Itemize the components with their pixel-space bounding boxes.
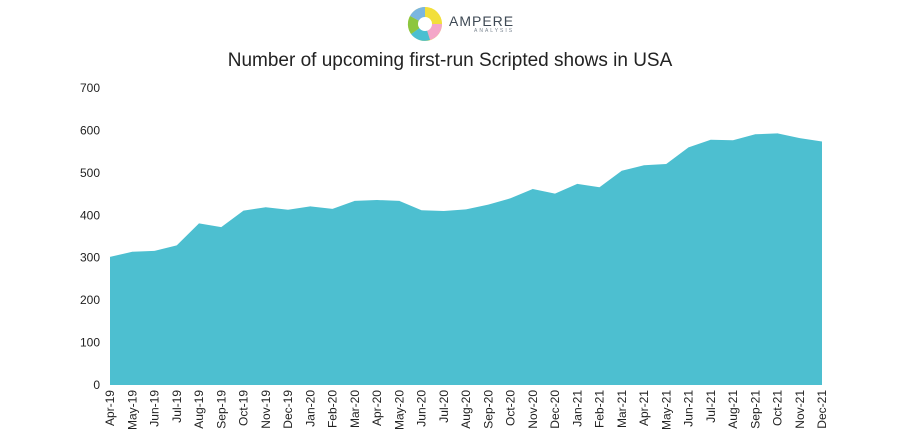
x-tick-label: May-21 [659,390,673,430]
x-tick-label: Aug-19 [192,390,206,429]
y-tick-label: 100 [80,336,100,350]
x-tick-label: Aug-20 [459,390,473,429]
x-tick-label: Oct-21 [771,390,785,426]
x-tick-label: Jan-20 [303,390,317,427]
x-tick-label: Dec-20 [548,390,562,429]
x-tick-label: Apr-21 [637,390,651,426]
x-tick-label: Oct-20 [504,390,518,426]
x-tick-label: Dec-19 [281,390,295,429]
x-tick-label: Sep-19 [214,390,228,429]
y-tick-label: 700 [80,81,100,95]
ampere-logo-icon [407,6,442,41]
x-tick-label: Sep-21 [748,390,762,429]
x-tick-label: Oct-19 [237,390,251,426]
x-tick-label: Dec-21 [815,390,829,429]
x-axis: Apr-19 May-19 Jun-19 Jul-19 Aug-19 Sep-19 Oct-… [103,390,829,430]
x-tick-label: Nov-20 [526,390,540,429]
x-tick-label: Feb-21 [593,390,607,428]
y-axis: 0 100 200 300 400 500 600 700 [80,81,100,392]
x-tick-label: Jun-21 [682,390,696,427]
y-tick-label: 300 [80,251,100,265]
plot-area [109,133,823,385]
x-tick-label: May-20 [392,390,406,430]
x-tick-label: Apr-19 [103,390,117,426]
y-tick-label: 400 [80,208,100,222]
x-tick-label: Aug-21 [726,390,740,429]
x-tick-label: Jul-21 [704,390,718,423]
y-tick-label: 600 [80,123,100,137]
logo-name: AMPERE [449,13,515,29]
x-tick-label: Jun-20 [415,390,429,427]
logo-subtitle: ANALYSIS [474,28,515,34]
y-tick-label: 500 [80,166,100,180]
x-tick-label: May-19 [125,390,139,430]
x-tick-label: Apr-20 [370,390,384,426]
chart-title: Number of upcoming first-run Scripted sh… [227,50,673,71]
x-tick-label: Jul-20 [437,390,451,423]
y-tick-label: 200 [80,293,100,307]
area-series [110,133,822,385]
x-tick-label: Mar-21 [615,390,629,428]
ampere-analysis-logo: AMPERE ANALYSIS [405,4,514,44]
x-tick-label: Jun-19 [148,390,162,427]
x-tick-label: Feb-20 [326,390,340,428]
x-tick-label: Jan-21 [570,390,584,427]
x-tick-label: Sep-20 [481,390,495,429]
x-tick-label: Nov-21 [793,390,807,429]
x-tick-label: Mar-20 [348,390,362,428]
x-tick-label: Jul-19 [170,390,184,423]
y-tick-label: 0 [93,378,100,392]
x-tick-label: Nov-19 [259,390,273,429]
